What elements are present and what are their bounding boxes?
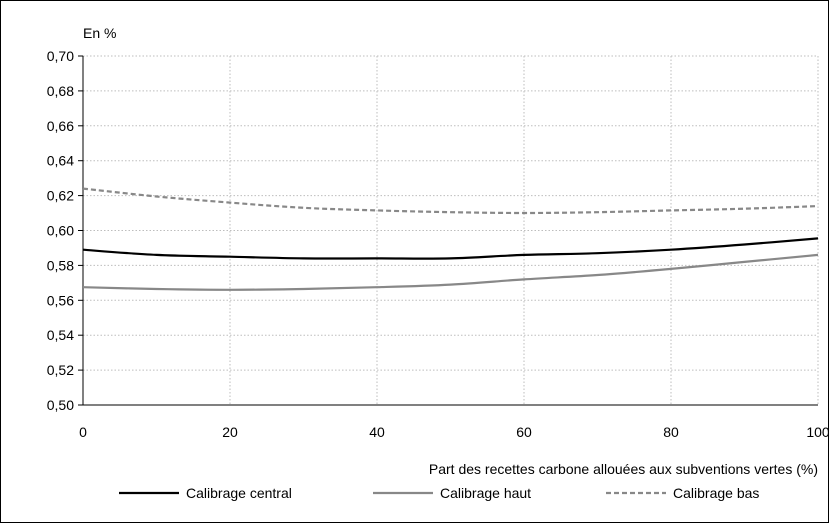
x-tick-label: 80 xyxy=(663,424,679,440)
grid xyxy=(83,55,819,405)
y-tick-label: 0,54 xyxy=(47,327,74,343)
x-axis-label: Part des recettes carbone allouées aux s… xyxy=(429,461,818,477)
y-tick-label: 0,50 xyxy=(47,397,74,413)
y-tick-label: 0,64 xyxy=(47,153,74,169)
y-tick-label: 0,70 xyxy=(47,48,74,64)
y-tick-label: 0,60 xyxy=(47,223,74,239)
legend-label-0: Calibrage central xyxy=(186,485,292,501)
y-tick-label: 0,62 xyxy=(47,188,74,204)
x-tick-label: 20 xyxy=(222,424,238,440)
series-lines xyxy=(82,187,819,291)
y-tick-label: 0,52 xyxy=(47,362,74,378)
y-tick-label: 0,66 xyxy=(47,118,74,134)
x-tick-label: 40 xyxy=(369,424,385,440)
legend-label-2: Calibrage bas xyxy=(673,485,759,501)
y-tick-label: 0,68 xyxy=(47,83,74,99)
y-tick-label: 0,58 xyxy=(47,257,74,273)
axes xyxy=(78,55,818,406)
series-line-0 xyxy=(82,237,819,260)
x-axis-ticks: 0 20 40 60 80 100 xyxy=(79,424,828,440)
y-axis-label: En % xyxy=(83,25,116,41)
y-axis-ticks: 0,50 0,52 0,54 0,56 0,58 0,60 0,62 0,64 0,66 0,68… xyxy=(47,48,74,413)
y-tick-label: 0,56 xyxy=(47,292,74,308)
legend-label-1: Calibrage haut xyxy=(440,485,531,501)
x-tick-label: 0 xyxy=(79,424,87,440)
x-tick-label: 60 xyxy=(516,424,532,440)
series-line-2 xyxy=(82,187,819,215)
series-line-1 xyxy=(82,253,819,291)
x-tick-label: 100 xyxy=(806,424,828,440)
legend: Calibrage central Calibrage haut Calibrage… xyxy=(119,485,759,501)
